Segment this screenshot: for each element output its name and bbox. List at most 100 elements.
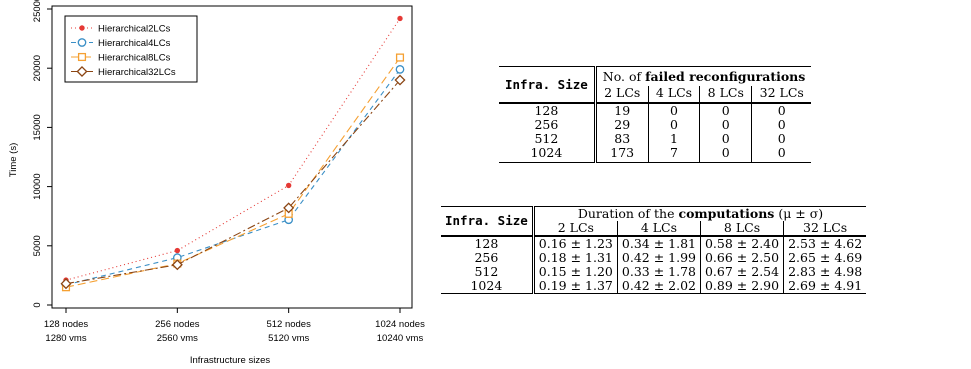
table2-col-8lcs: 8 LCs — [700, 221, 785, 236]
table2-row: 256 0.18 ± 1.31 0.42 ± 1.99 0.66 ± 2.50 … — [441, 251, 866, 265]
table2-cell: 0.58 ± 2.40 — [700, 237, 785, 251]
x-tick-label: 2560 vms — [157, 333, 198, 344]
data-point — [171, 259, 183, 271]
x-tick-label: 256 nodes — [155, 319, 200, 330]
table1-row: 256 29 0 0 0 — [499, 118, 811, 132]
table2-cell: 2.53 ± 4.62 — [788, 236, 863, 251]
series-line — [65, 79, 401, 285]
y-tick-label: 15000 — [32, 114, 43, 140]
table1-row: 128 19 0 0 0 — [499, 104, 811, 118]
table2-cell: 0.34 ± 1.81 — [617, 237, 701, 251]
table2-col-4lcs: 4 LCs — [617, 221, 701, 236]
table1-size: 256 — [499, 118, 597, 132]
series-line — [65, 18, 401, 281]
plot-frame — [51, 5, 413, 309]
table1-cell: 0 — [699, 146, 753, 163]
table2-cell: 2.83 ± 4.98 — [788, 264, 863, 279]
x-tick-label: 128 nodes — [44, 319, 89, 330]
x-tick-label: 10240 vms — [377, 333, 424, 344]
table1-col-4lcs: 4 LCs — [648, 86, 701, 103]
failed-reconfigurations-table: Infra. Size No. of failed reconfiguratio… — [499, 66, 812, 163]
table2-size: 128 — [441, 237, 535, 251]
table1-cell: 0 — [777, 117, 786, 132]
x-axis-label: Infrastructure sizes — [190, 355, 270, 366]
table1-col-8lcs: 8 LCs — [699, 86, 753, 103]
y-tick-label: 0 — [32, 302, 43, 307]
table1-cell: 0 — [777, 131, 786, 146]
data-point — [60, 278, 72, 290]
legend-label: Hierarchical2LCs — [98, 24, 171, 35]
legend-marker — [77, 52, 87, 62]
table1-row: 512 83 1 0 0 — [499, 132, 811, 146]
y-tick-label: 5000 — [32, 235, 43, 256]
x-tick-label: 1280 vms — [45, 333, 86, 344]
x-tick-label: 1024 nodes — [375, 319, 425, 330]
table1-size: 1024 — [499, 146, 597, 163]
table2-row: 128 0.16 ± 1.23 0.34 ± 1.81 0.58 ± 2.40 … — [441, 237, 866, 251]
table1-row: 1024 173 7 0 0 — [499, 146, 812, 163]
table1-col-2lcs: 2 LCs — [595, 86, 649, 103]
data-point — [174, 247, 181, 254]
y-tick-label: 20000 — [32, 55, 43, 81]
table1-cell: 19 — [595, 104, 649, 118]
table1-cell: 0 — [777, 103, 786, 118]
legend-label: Hierarchical4LCs — [98, 38, 171, 49]
table1-cell: 1 — [648, 132, 701, 146]
table2-size: 1024 — [441, 279, 535, 294]
table2-cell: 0.67 ± 2.54 — [700, 265, 785, 279]
table2-title: Duration of the computations (μ ± σ) — [533, 206, 867, 221]
x-tick-label: 5120 vms — [268, 333, 309, 344]
data-point — [395, 53, 405, 62]
table1-cell: 173 — [595, 146, 649, 163]
y-tick-label: 25000 — [32, 0, 43, 22]
data-point — [394, 74, 406, 86]
table2-cell: 0.42 ± 1.99 — [617, 251, 701, 265]
x-tick-label: 512 nodes — [266, 319, 311, 330]
legend-marker — [76, 65, 88, 78]
data-point — [397, 15, 403, 22]
table1-row-header: Infra. Size — [499, 66, 597, 103]
data-point — [283, 202, 295, 214]
data-point — [395, 65, 405, 74]
series-line — [65, 57, 401, 288]
table2-cell: 0.18 ± 1.31 — [533, 251, 618, 265]
table1-cell: 7 — [648, 146, 701, 163]
table2-cell: 0.16 ± 1.23 — [533, 237, 618, 251]
table2-col-32lcs: 32 LCs — [803, 220, 848, 235]
table1-cell: 29 — [595, 118, 649, 132]
table2-row: 1024 0.19 ± 1.37 0.42 ± 2.02 0.89 ± 2.90… — [441, 279, 867, 294]
table2-row: 512 0.15 ± 1.20 0.33 ± 1.78 0.67 ± 2.54 … — [441, 265, 866, 279]
y-tick-label: 10000 — [32, 173, 43, 199]
table1-cell: 0 — [648, 104, 701, 118]
table2-cell: 0.19 ± 1.37 — [533, 279, 618, 294]
y-axis-label: Time (s) — [8, 143, 19, 177]
table1-cell: 0 — [648, 118, 701, 132]
table2-row-header: Infra. Size — [441, 206, 535, 236]
time-line-chart: 0 5000 10000 15000 20000 25000 128 nodes 1280 v… — [8, 0, 425, 366]
table2-cell: 0.66 ± 2.50 — [700, 251, 785, 265]
table1-cell: 0 — [699, 104, 753, 118]
table2-cell: 2.65 ± 4.69 — [788, 250, 863, 265]
table1-title: No. of failed reconfigurations — [595, 66, 812, 86]
table1-cell: 0 — [751, 146, 812, 163]
legend-marker — [79, 25, 85, 31]
table1-size: 128 — [499, 104, 597, 118]
legend-label: Hierarchical32LCs — [98, 67, 176, 78]
table2-size: 512 — [441, 265, 535, 279]
table2-col-2lcs: 2 LCs — [533, 221, 618, 236]
computation-duration-table: Infra. Size Duration of the computations… — [441, 206, 867, 294]
table2-size: 256 — [441, 251, 535, 265]
legend-label: Hierarchical8LCs — [98, 53, 171, 64]
table1-cell: 83 — [595, 132, 649, 146]
table1-size: 512 — [499, 132, 597, 146]
table2-cell: 0.33 ± 1.78 — [617, 265, 701, 279]
data-point — [285, 182, 292, 189]
table1-cell: 0 — [699, 132, 753, 146]
legend-marker — [77, 38, 87, 47]
table2-cell: 0.89 ± 2.90 — [700, 279, 785, 294]
series-line — [65, 69, 401, 286]
table1-col-32lcs: 32 LCs — [759, 85, 804, 100]
table1-cell: 0 — [699, 118, 753, 132]
table2-cell: 0.42 ± 2.02 — [617, 279, 701, 294]
table2-cell: 2.69 ± 4.91 — [783, 279, 867, 294]
